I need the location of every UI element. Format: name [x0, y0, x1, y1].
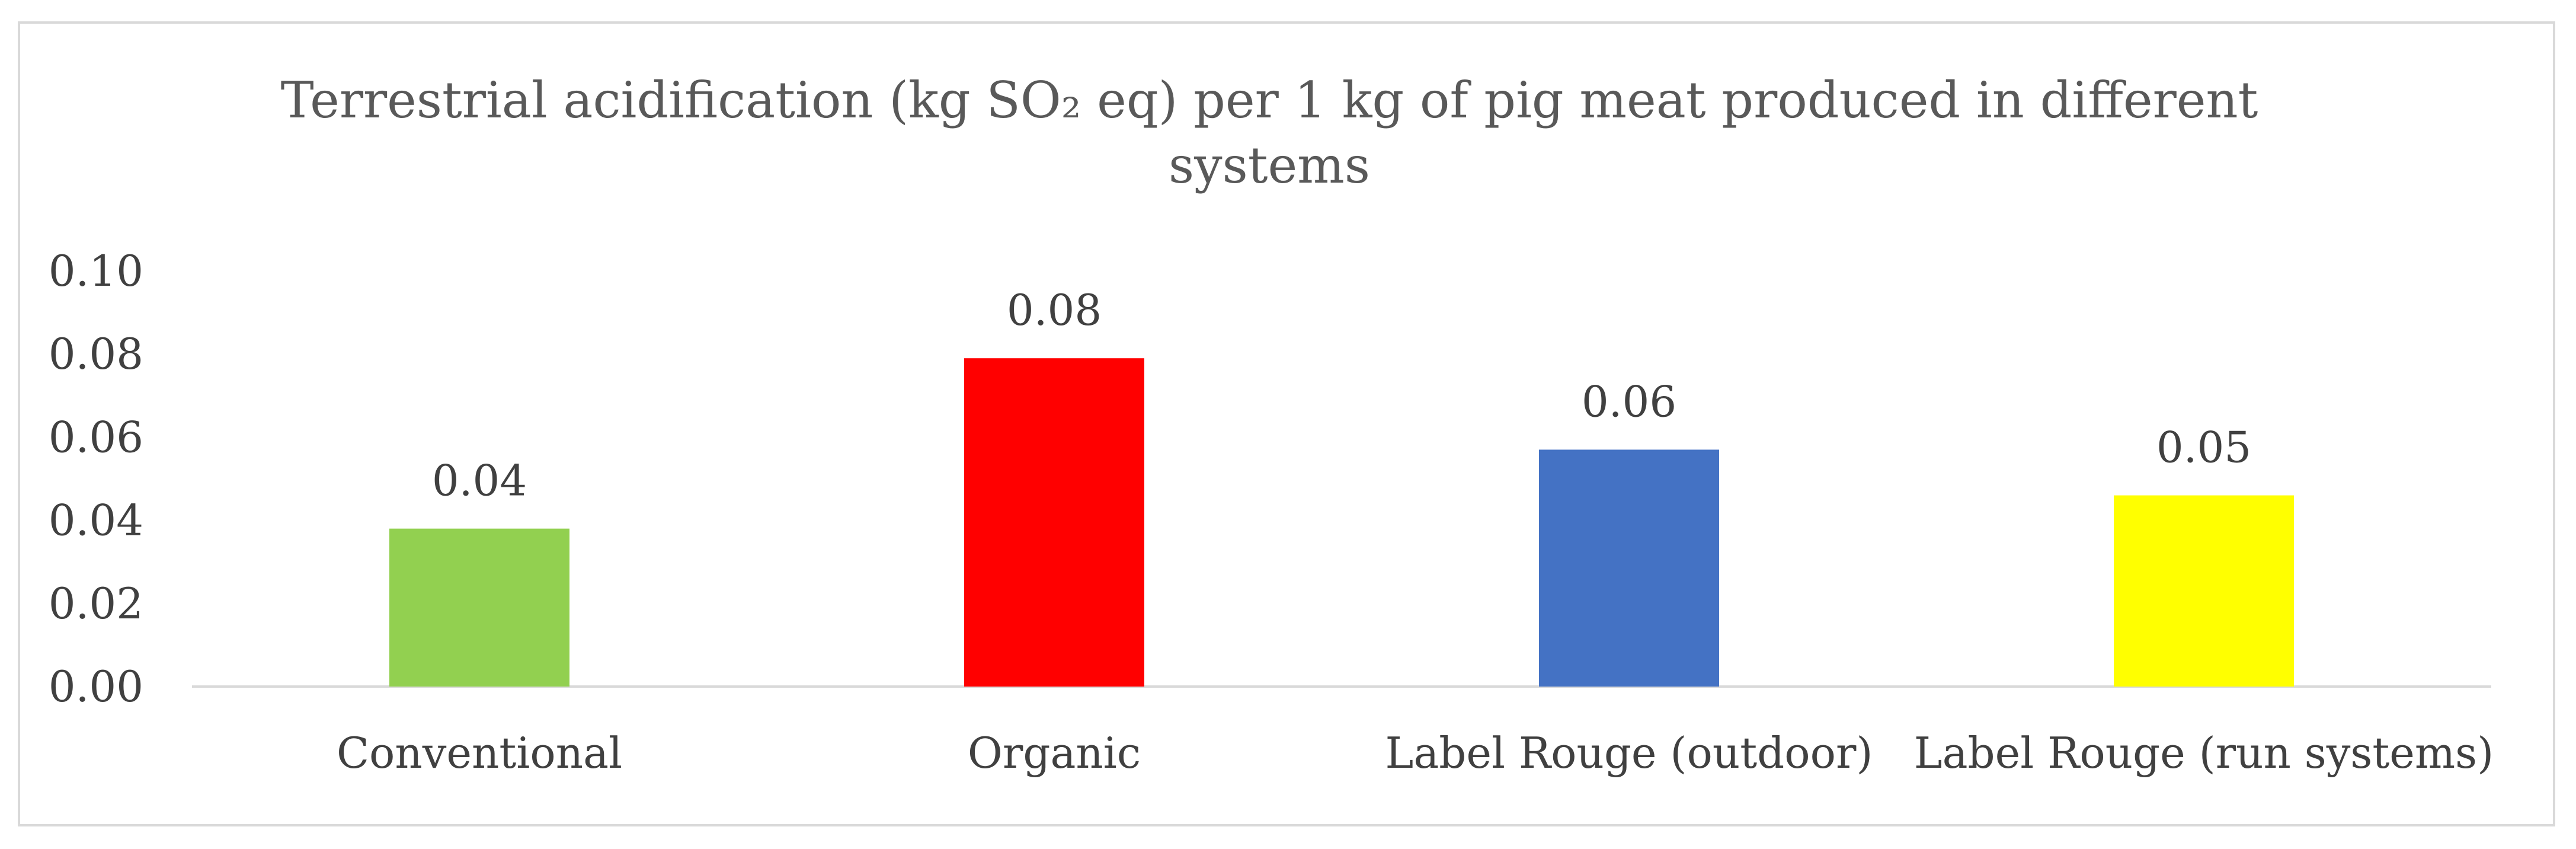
data-label: 0.05: [2156, 423, 2251, 473]
data-labels: 0.04 0.08 0.06 0.05: [432, 285, 2251, 505]
bar-3: [2114, 495, 2294, 687]
y-tick-label: 0.06: [49, 412, 143, 462]
bar-chart: Terrestrial acidification (kg SO₂ eq) pe…: [49, 71, 2494, 778]
x-category-label: Label Rouge (run systems): [1914, 728, 2494, 778]
y-tick-label: 0.08: [49, 329, 143, 379]
chart-title: Terrestrial acidification (kg SO₂ eq) pe…: [281, 71, 2258, 194]
data-label: 0.08: [1007, 285, 1102, 335]
y-tick-label: 0.00: [49, 662, 143, 711]
x-category-label: Conventional: [337, 728, 622, 778]
bars: [389, 358, 2294, 687]
x-category-label: Organic: [968, 728, 1141, 778]
chart-frame: Terrestrial acidification (kg SO₂ eq) pe…: [18, 21, 2555, 826]
bar-1: [964, 358, 1144, 687]
y-tick-label: 0.04: [49, 496, 143, 545]
chart-title-line-2: systems: [1169, 136, 1370, 194]
data-label: 0.04: [432, 456, 527, 506]
y-tick-label: 0.10: [49, 246, 143, 296]
data-label: 0.06: [1582, 376, 1676, 426]
chart-title-line-1: Terrestrial acidification (kg SO₂ eq) pe…: [281, 71, 2258, 129]
x-axis-categories: Conventional Organic Label Rouge (outdoor)…: [337, 728, 2494, 778]
x-category-label: Label Rouge (outdoor): [1385, 728, 1873, 778]
y-axis-ticks: 0.00 0.02 0.04 0.06 0.08 0.10: [49, 246, 143, 711]
bar-0: [389, 528, 569, 687]
bar-2: [1539, 449, 1719, 687]
y-tick-label: 0.02: [49, 579, 143, 628]
